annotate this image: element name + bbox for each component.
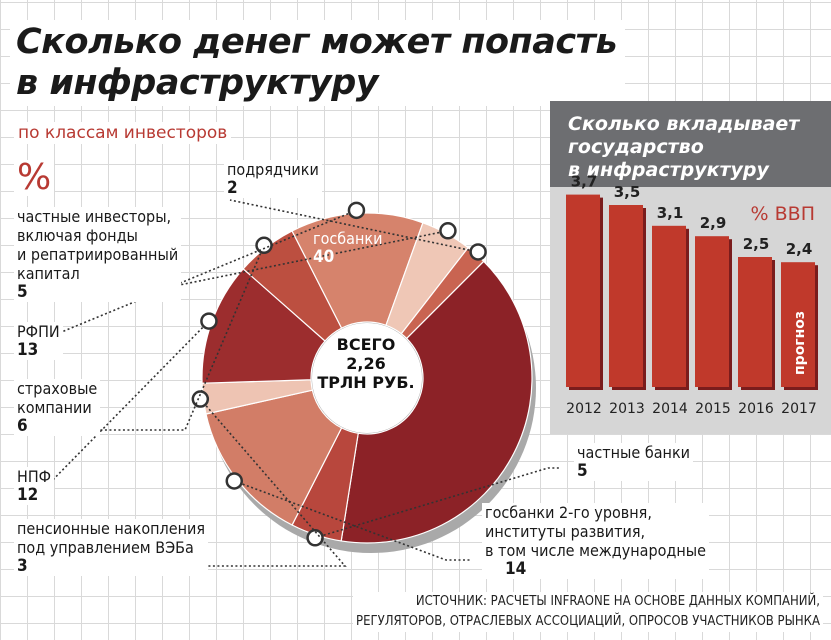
bar — [609, 205, 643, 387]
slice-label-value: 3 — [17, 556, 28, 576]
gov-bar-chart: 3,7 2012 3,5 2013 3,1 2014 2,9 2015 2,5 2016 2,4 20… — [566, 173, 818, 417]
donut-center-total: ВСЕГО 2,26 ТРЛН РУБ. — [296, 335, 436, 392]
slice-label-value: 14 — [505, 559, 527, 579]
slice-label-npf: НПФ 12 — [14, 467, 55, 505]
slice-label-text: капитал — [17, 264, 80, 283]
slice-label-rfpi: РФПИ 13 — [14, 322, 63, 360]
source-note: ИСТОЧНИК: РАСЧЕТЫ INFRAONE НА ОСНОВЕ ДАН… — [353, 592, 823, 632]
slice-label-text: госбанки — [313, 229, 383, 248]
title-line: в инфраструктуру — [16, 63, 379, 103]
slice-label-gosbanki-2: госбанки 2-го уровня, институты развития… — [482, 503, 710, 579]
slice-label-value: 5 — [17, 282, 28, 302]
source-line: ИСТОЧНИК: РАСЧЕТЫ INFRAONE НА ОСНОВЕ ДАН… — [415, 594, 820, 609]
bar-category-label: 2014 — [652, 401, 688, 417]
slice-label-value: 12 — [17, 485, 39, 505]
slice-label-text: институты развития, — [485, 522, 646, 541]
leader-marker — [255, 236, 273, 255]
gov-title-line: в инфраструктуру — [568, 159, 769, 181]
slice-label-value: 2 — [227, 178, 238, 198]
bar-category-label: 2016 — [738, 401, 774, 417]
bar — [652, 225, 686, 387]
slice-label-veb: пенсионные накопления под управлением ВЭ… — [14, 519, 209, 576]
slice-label-text: подрядчики — [227, 160, 319, 179]
chart-subtitle: по классам инвесторов — [14, 122, 232, 144]
slice-label-text: НПФ — [17, 467, 52, 486]
bar — [781, 262, 815, 387]
gov-panel-header: Сколько вкладывает государство в инфраст… — [550, 101, 831, 187]
donut-slices — [201, 212, 533, 544]
bar-value-label: 3,5 — [614, 183, 641, 201]
leader-line — [233, 480, 470, 561]
bar-value-label: 3,7 — [571, 173, 598, 191]
slice-label-text: включая фонды — [17, 226, 138, 245]
slice-label-text: пенсионные накопления — [17, 519, 206, 538]
slice-label-value: 13 — [17, 340, 39, 360]
bar-value-label: 3,1 — [657, 204, 684, 222]
slice-label-text: страховые — [17, 379, 98, 398]
gov-unit-label: % ВВП — [750, 203, 815, 225]
center-line: 2,26 — [346, 354, 386, 373]
gov-panel-title: Сколько вкладывает государство в инфраст… — [568, 113, 799, 182]
donut-slice — [340, 260, 533, 544]
bar — [738, 257, 772, 387]
leader-marker — [225, 472, 244, 490]
forecast-label: прогноз — [792, 311, 808, 375]
slice-label-contractors: подрядчики 2 — [224, 160, 322, 198]
page-title: Сколько денег может попасть в инфраструк… — [10, 20, 626, 106]
gov-title-line: Сколько вкладывает — [568, 113, 800, 135]
leader-marker — [469, 243, 487, 261]
slice-label-text: компании — [17, 398, 92, 417]
gov-title-line: государство — [568, 136, 704, 158]
donut-hole — [312, 323, 422, 433]
slice-label-text: и репатриированный — [17, 245, 179, 264]
donut-slice — [205, 389, 343, 526]
leader-marker — [200, 312, 218, 330]
bar-category-label: 2015 — [695, 401, 731, 417]
leader-marker — [306, 529, 324, 547]
leader-line — [314, 467, 560, 539]
bar-value-label: 2,9 — [700, 214, 727, 232]
leader-marker — [347, 201, 366, 220]
slice-label-private-banks: частные банки 5 — [574, 443, 693, 481]
center-line: ТРЛН РУБ. — [317, 373, 415, 392]
slice-label-text: в том числе международные — [485, 541, 707, 560]
gov-spending-panel: Сколько вкладывает государство в инфраст… — [550, 101, 831, 434]
bar-value-label: 2,4 — [786, 240, 813, 258]
leader-marker — [191, 390, 210, 408]
bar-category-label: 2017 — [781, 401, 817, 417]
bar-category-label: 2013 — [609, 401, 645, 417]
unit-label: % — [14, 160, 55, 196]
slice-label-value: 5 — [577, 461, 588, 481]
slice-label-private-investors: частные инвесторы, включая фонды и репат… — [14, 207, 182, 302]
leader-line — [22, 398, 347, 567]
slice-label-insurance: страховые компании 6 — [14, 379, 101, 436]
slice-label-text: частные инвесторы, — [17, 207, 172, 226]
leader-line — [29, 209, 357, 346]
center-line: ВСЕГО — [336, 335, 396, 354]
leader-line — [35, 320, 210, 498]
slice-label-value: 6 — [17, 416, 28, 436]
leader-line — [229, 199, 479, 253]
slice-label-value: 40 — [313, 247, 335, 267]
slice-label-gosbanki: госбанки 40 — [310, 229, 385, 267]
slice-label-text: под управлением ВЭБа — [17, 538, 194, 557]
slice-label-text: госбанки 2-го уровня, — [485, 503, 652, 522]
title-line: Сколько денег может попасть — [16, 22, 618, 62]
bar-category-label: 2012 — [566, 401, 602, 417]
leader-marker — [439, 222, 457, 240]
source-line: РЕГУЛЯТОРОВ, ОТРАСЛЕВЫХ АССОЦИАЦИЙ, ОПРО… — [356, 614, 820, 629]
slice-label-text: частные банки — [577, 443, 690, 462]
bar — [695, 236, 729, 387]
slice-label-text: РФПИ — [17, 322, 60, 341]
bar-value-label: 2,5 — [743, 235, 770, 253]
bar — [566, 194, 600, 387]
